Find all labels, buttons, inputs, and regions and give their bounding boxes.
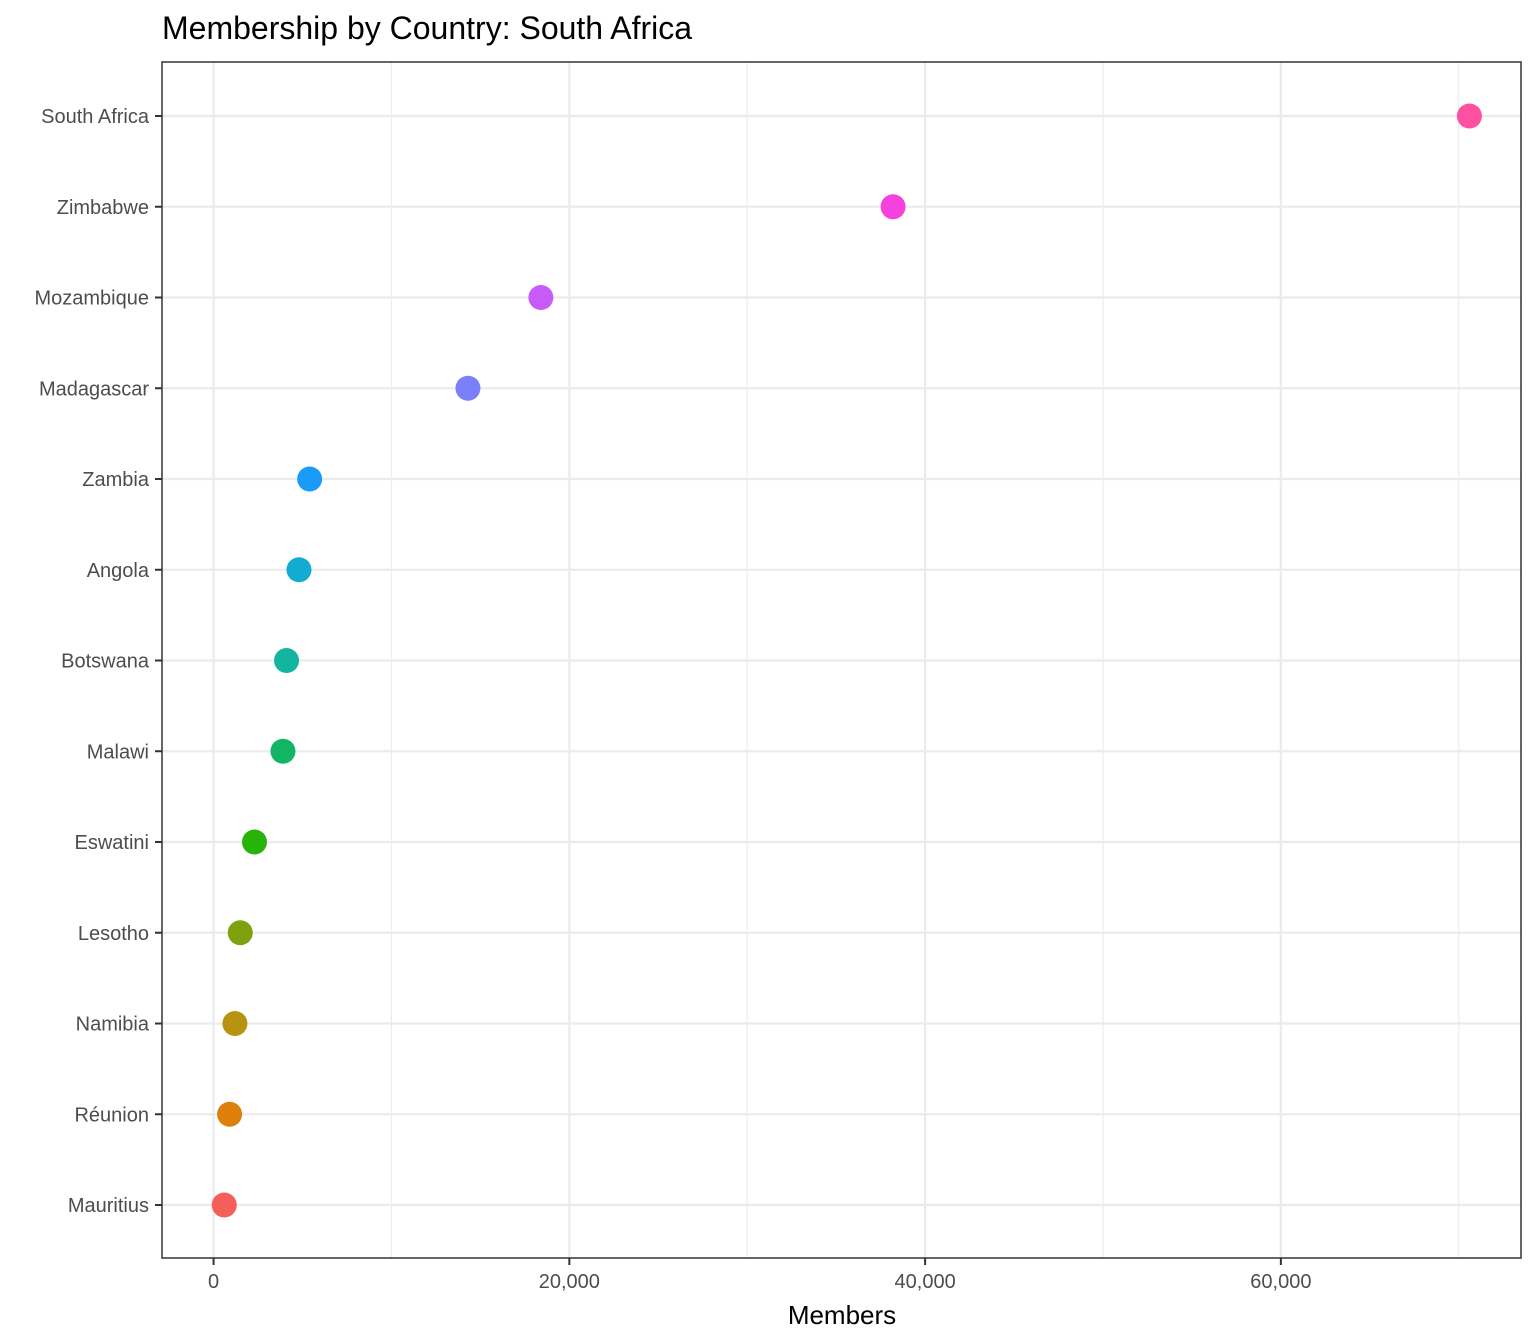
data-point [1456, 103, 1482, 129]
x-tick-label: 0 [208, 1271, 219, 1293]
data-point [297, 466, 323, 492]
data-point [241, 829, 267, 855]
y-tick-label: Namibia [76, 1014, 150, 1036]
chart-title: Membership by Country: South Africa [162, 10, 692, 46]
data-point [222, 1011, 248, 1036]
x-tick-label: 60,000 [1250, 1271, 1311, 1293]
x-axis-title: Members [788, 1300, 896, 1330]
y-tick-label: Mauritius [68, 1195, 149, 1217]
data-point [217, 1101, 243, 1127]
y-tick-label: Malawi [87, 741, 149, 763]
data-point [455, 375, 481, 401]
data-point [270, 738, 296, 764]
data-point [880, 194, 906, 220]
y-tick-label: South Africa [41, 106, 150, 128]
y-tick-label: Mozambique [34, 288, 149, 310]
data-point [528, 285, 554, 310]
y-tick-label: Madagascar [39, 378, 149, 400]
x-tick-label: 40,000 [895, 1271, 956, 1293]
data-point [274, 648, 300, 673]
data-point [227, 920, 253, 946]
y-tick-label: Eswatini [75, 832, 149, 854]
y-tick-label: Zambia [82, 469, 150, 491]
y-tick-label: Lesotho [78, 923, 149, 945]
y-tick-label: Réunion [74, 1104, 149, 1126]
y-tick-label: Zimbabwe [57, 197, 149, 219]
data-point [211, 1192, 237, 1218]
x-tick-label: 20,000 [539, 1271, 600, 1293]
y-tick-label: Angola [87, 560, 150, 582]
plot-panel: South Africa Zimbabwe Mozambique Madagascar… [34, 61, 1522, 1293]
y-tick-label: Botswana [61, 651, 150, 673]
data-point [286, 557, 312, 583]
